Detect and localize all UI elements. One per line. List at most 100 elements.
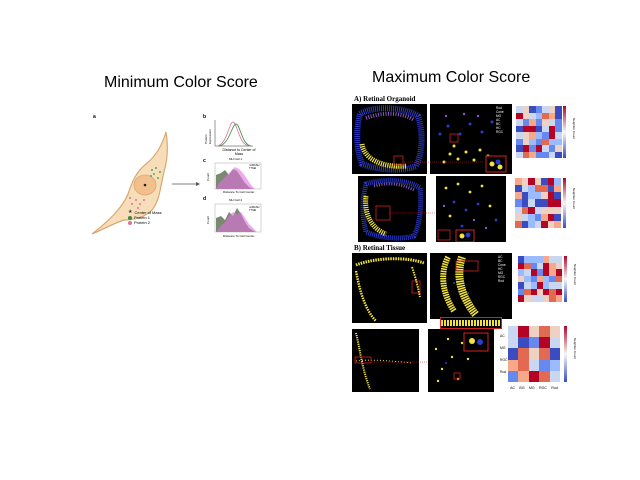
heatmap-cell (535, 151, 543, 158)
heatmap-cell (535, 132, 543, 139)
colorbar-4 (564, 326, 567, 382)
legend-protein1: Protein 1 (128, 215, 162, 220)
heatmap-cell (555, 125, 562, 132)
panel-d-label: d (203, 196, 207, 202)
heatmap-cell (555, 151, 562, 158)
heatmap-cell (548, 125, 556, 132)
organoid-image-2 (358, 176, 426, 242)
heatmap-cell (547, 192, 555, 200)
heatmap-cell (515, 185, 522, 193)
heatmap-cell (529, 125, 536, 132)
heatmap-cell (516, 106, 523, 113)
heatmap-cell (518, 275, 525, 283)
heatmap-cell (539, 337, 550, 349)
heatmap-cell (534, 199, 542, 207)
heatmap-cell (555, 282, 562, 289)
green-dot-icon (128, 215, 132, 220)
heatmap-cell (508, 370, 519, 382)
heatmap-cell (547, 199, 555, 207)
heatmap-cell (534, 206, 542, 214)
heatmap-cell (547, 213, 555, 221)
heatmap-cell (528, 359, 540, 371)
heatmap-cell (542, 125, 549, 132)
heatmap-cell (521, 220, 529, 228)
heatmap-cell (542, 132, 549, 139)
heatmap-cell (541, 206, 548, 214)
panel-d-plot (214, 203, 262, 233)
heatmap-cell (508, 359, 519, 371)
heatmap-cell (548, 138, 556, 145)
heatmap-cell (528, 213, 535, 221)
heatmap-cell (534, 213, 542, 221)
heatmap-cell (549, 282, 556, 289)
heatmap-cell (516, 119, 523, 126)
heatmap-cell (548, 132, 556, 139)
heatmap-cell (515, 213, 522, 221)
heatmap-cell (515, 192, 522, 200)
heatmap-2 (515, 178, 561, 228)
heatmap-1 (516, 106, 562, 158)
legend-protein2: Protein 2 (128, 220, 162, 225)
heatmap-cell (536, 256, 544, 263)
heatmap-cell (518, 269, 525, 276)
heatmap-cell (518, 256, 525, 263)
colorbar-2-label: Neighbor Count (572, 188, 576, 210)
heatmap-cell (522, 132, 530, 139)
heatmap-cell (528, 192, 535, 200)
organoid-image-1 (352, 104, 427, 174)
heatmap-cell (536, 288, 544, 296)
heatmap-cell (522, 151, 530, 158)
heatmap-cell (542, 119, 549, 126)
heatmap-cell (536, 275, 544, 283)
colorbar-2 (563, 178, 566, 228)
heatmap-cell (530, 262, 537, 270)
heatmap-cell (529, 145, 536, 152)
heatmap-cell (543, 288, 550, 296)
legend-center: ★ Center of Mass (128, 209, 162, 215)
heatmap-cell (539, 370, 550, 382)
heatmap-4-xaxis: AC BG MG RGC Rod (510, 386, 558, 390)
heatmap-cell (516, 125, 523, 132)
heatmap-cell (547, 178, 555, 186)
heatmap-cell (536, 262, 544, 270)
heatmap-cell (515, 206, 522, 214)
b-xlabel: Distance to Center of Mass (222, 148, 256, 156)
heatmap-cell (555, 288, 562, 296)
heatmap-cell (549, 288, 556, 296)
heatmap-cell (555, 275, 562, 283)
tissue-legend: AC BC Cone HC MG RGC Rod (498, 255, 506, 283)
heatmap-cell (539, 326, 550, 338)
heatmap-cell (518, 288, 525, 296)
heatmap-cell (535, 106, 543, 113)
c-xlabel: Distance To Cell Center (223, 190, 255, 194)
heatmap-cell (524, 295, 531, 302)
heatmap-cell (528, 185, 535, 193)
heatmap-cell (530, 282, 537, 289)
zoom-connector-1 (404, 161, 484, 163)
heatmap-cell (529, 119, 536, 126)
heatmap-cell (521, 185, 529, 193)
heatmap-cell (522, 119, 530, 126)
heatmap-cell (530, 288, 537, 296)
colorbar-3 (564, 256, 567, 302)
heatmap-cell (518, 262, 525, 270)
heatmap-cell (555, 119, 562, 126)
heatmap-cell (549, 269, 556, 276)
heatmap-cell (515, 178, 522, 186)
heatmap-cell (554, 199, 561, 207)
heatmap-cell (541, 192, 548, 200)
heatmap-cell (518, 337, 529, 349)
heatmap-cell (535, 145, 543, 152)
heatmap-cell (555, 145, 562, 152)
heatmap-cell (522, 138, 530, 145)
heatmap-cell (548, 151, 556, 158)
heatmap-4 (508, 326, 560, 382)
heatmap-cell (522, 125, 530, 132)
heatmap-cell (508, 326, 519, 338)
panel-b-plot (214, 120, 253, 147)
heatmap-cell (547, 185, 555, 193)
heatmap-cell (521, 213, 529, 221)
heatmap-cell (518, 359, 529, 371)
colorbar-3-label: Neighbor Count (573, 264, 577, 286)
tissue-zoom-2 (428, 329, 494, 392)
